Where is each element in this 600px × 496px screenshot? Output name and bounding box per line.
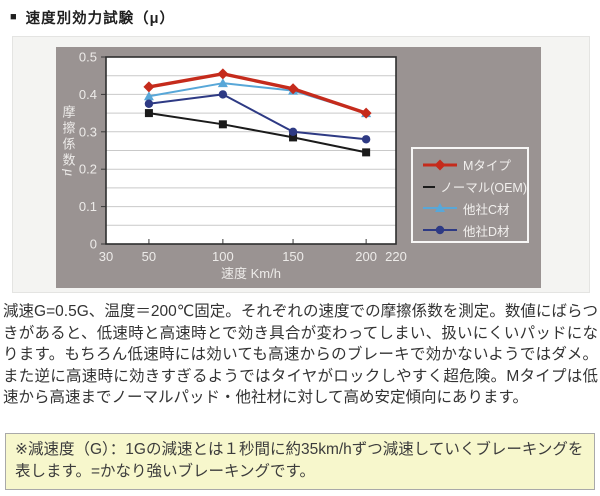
svg-text:150: 150 [282,249,304,264]
square-bullet-icon: ■ [10,10,18,23]
svg-text:速度 Km/h: 速度 Km/h [221,266,281,281]
svg-text:50: 50 [142,249,156,264]
legend-label: ノーマル(OEM) [440,181,527,196]
svg-text:200: 200 [355,249,377,264]
legend-swatch-square-icon [423,185,436,188]
svg-text:0.1: 0.1 [79,199,97,214]
y-axis-label-text: 摩擦係数 [60,105,76,169]
legend-item: ノーマル(OEM) [422,177,527,197]
legend-swatch-diamond-icon [423,159,457,171]
chart-legend: Mタイプノーマル(OEM) 他社C材他社D材 [411,147,529,243]
svg-text:0.5: 0.5 [79,50,97,65]
page-title-text: 速度別効力試験（μ） [25,11,176,27]
legend-item: 他社D材 [422,220,527,240]
legend-label: 他社C材 [463,202,510,217]
legend-swatch-triangle-icon [423,203,457,213]
description-paragraph: 減速G=0.5G、温度＝200℃固定。それぞれの速度での摩擦係数を測定。数値にば… [3,303,598,406]
page-title: ■ 速度別効力試験（μ） [10,7,175,28]
svg-text:0: 0 [90,237,97,252]
legend-item: Mタイプ [422,155,527,175]
svg-text:100: 100 [212,249,234,264]
svg-text:0.3: 0.3 [79,124,97,139]
chart-outer-box: 0 0.1 0.2 0.3 0.4 0.5 30 50 100 150 200 220 速度 Km/h … [12,36,590,293]
legend-label: 他社D材 [463,224,510,239]
legend-swatch-circle-icon [423,225,457,235]
chart-plot-area: 0 0.1 0.2 0.3 0.4 0.5 30 50 100 150 200 220 速度 Km/h [79,50,407,282]
svg-text:0.4: 0.4 [79,87,97,102]
svg-text:220: 220 [385,249,407,264]
friction-chart: 0 0.1 0.2 0.3 0.4 0.5 30 50 100 150 200 220 速度 Km/h … [56,47,541,288]
svg-text:30: 30 [99,249,113,264]
y-axis-label: 摩擦係数 μ [59,105,77,237]
legend-item: 他社C材 [422,198,527,218]
legend-label: Mタイプ [463,159,511,174]
deceleration-note-box: ※減速度（G）：1Gの減速とは１秒間に約35km/hずつ減速していくブレーキング… [5,433,595,490]
y-axis-unit-mu: μ [61,169,76,180]
svg-text:0.2: 0.2 [79,162,97,177]
